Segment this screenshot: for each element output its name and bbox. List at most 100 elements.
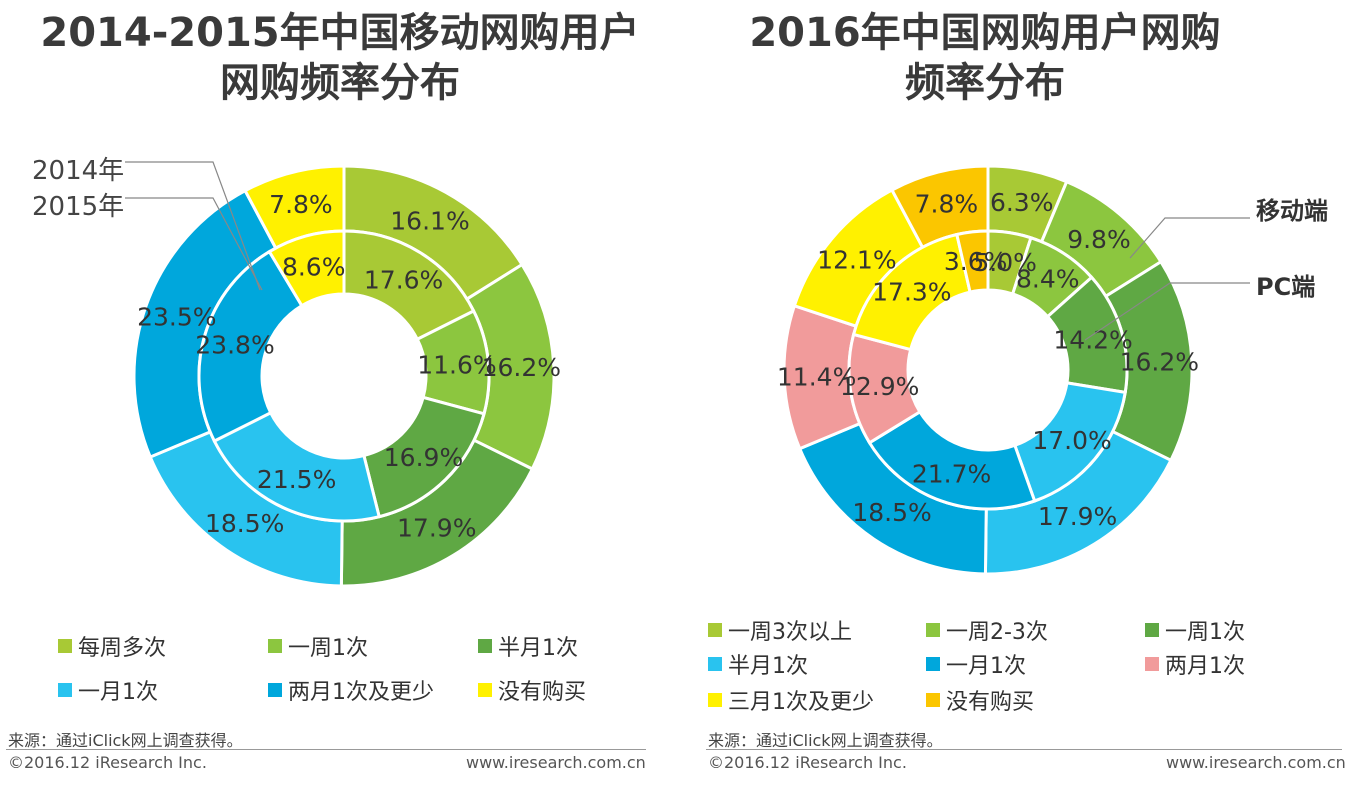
legend-label: 一周2-3次 bbox=[946, 620, 1048, 645]
legend-label: 三月1次及更少 bbox=[728, 690, 874, 715]
legend-swatch bbox=[268, 683, 282, 697]
legend-item: 半月1次 bbox=[478, 630, 578, 662]
left-inner-slice bbox=[267, 229, 346, 308]
left-outer-data-label: 23.5% bbox=[137, 302, 216, 331]
legend-swatch bbox=[926, 623, 940, 637]
label-mobile: 移动端 bbox=[1256, 197, 1328, 225]
right-outer-data-label: 12.1% bbox=[817, 245, 896, 274]
left-inner-data-label: 8.6% bbox=[282, 253, 346, 282]
right-outer-data-label: 6.3% bbox=[990, 188, 1054, 217]
legend-label: 一周1次 bbox=[1165, 620, 1245, 645]
right-outer-data-label: 17.9% bbox=[1038, 502, 1117, 531]
legend-item: 一周1次 bbox=[268, 630, 368, 662]
legend-item: 一周2-3次 bbox=[926, 614, 1048, 646]
legend-label: 一周3次以上 bbox=[728, 620, 852, 645]
legend-item: 每周多次 bbox=[58, 630, 166, 662]
legend-swatch bbox=[478, 639, 492, 653]
right-inner-data-label: 14.2% bbox=[1053, 325, 1132, 354]
leader-line-2014 bbox=[125, 161, 261, 291]
label-2015: 2015年 bbox=[32, 192, 125, 222]
legend-label: 没有购买 bbox=[946, 690, 1035, 715]
legend-item: 一月1次 bbox=[58, 674, 158, 706]
legend-swatch bbox=[708, 623, 722, 637]
left-source: 来源：通过iClick网上调查获得。 bbox=[8, 731, 243, 750]
legend-swatch bbox=[708, 693, 722, 707]
legend-item: 两月1次 bbox=[1145, 648, 1245, 680]
legend-item: 一周3次以上 bbox=[708, 614, 852, 646]
legend-label: 半月1次 bbox=[728, 654, 808, 679]
legend-swatch bbox=[268, 639, 282, 653]
right-inner-data-label: 21.7% bbox=[912, 459, 991, 488]
legend-item: 两月1次及更少 bbox=[268, 674, 434, 706]
right-donut-chart: 6.3% 9.8% 16.2% 17.9% 18.5% 11.4% 12.1% 7.8% 5.0… bbox=[777, 164, 1199, 576]
left-inner-data-label: 17.6% bbox=[364, 265, 443, 294]
right-outer-data-label: 7.8% bbox=[915, 190, 979, 219]
left-title-line2: 网购频率分布 bbox=[220, 60, 460, 106]
legend-item: 一月1次 bbox=[926, 648, 1026, 680]
legend-label: 一周1次 bbox=[288, 636, 368, 661]
legend-label: 没有购买 bbox=[498, 680, 587, 705]
legend-label: 每周多次 bbox=[78, 636, 167, 661]
left-outer-data-label: 18.5% bbox=[205, 509, 284, 538]
left-site: www.iresearch.com.cn bbox=[466, 753, 646, 772]
right-inner-data-label: 17.0% bbox=[1032, 426, 1111, 455]
right-divider bbox=[706, 749, 1342, 750]
legend-item: 一周1次 bbox=[1145, 614, 1245, 646]
left-title-line1: 2014-2015年中国移动网购用户 bbox=[40, 10, 640, 56]
left-inner-slice bbox=[212, 410, 381, 523]
right-source: 来源：通过iClick网上调查获得。 bbox=[708, 731, 943, 750]
legend-label: 半月1次 bbox=[498, 636, 578, 661]
label-2014: 2014年 bbox=[32, 156, 125, 186]
legend-swatch bbox=[1145, 623, 1159, 637]
right-outer-data-label: 11.4% bbox=[777, 362, 856, 391]
left-inner-data-label: 21.5% bbox=[257, 465, 336, 494]
legend-swatch bbox=[926, 657, 940, 671]
right-outer-data-label: 18.5% bbox=[852, 498, 931, 527]
legend-item: 没有购买 bbox=[926, 684, 1034, 716]
right-outer-data-label: 16.2% bbox=[1120, 347, 1199, 376]
left-outer-data-label: 16.1% bbox=[390, 207, 469, 236]
left-inner-data-label: 11.6% bbox=[417, 351, 496, 380]
legend-swatch bbox=[1145, 657, 1159, 671]
leader-line-pc bbox=[1084, 282, 1250, 341]
left-inner-data-label: 16.9% bbox=[384, 443, 463, 472]
right-inner-data-label: 17.3% bbox=[872, 277, 951, 306]
legend-swatch bbox=[478, 683, 492, 697]
left-outer-data-label: 7.8% bbox=[269, 190, 333, 219]
legend-label: 两月1次 bbox=[1165, 654, 1245, 679]
right-title-line1: 2016年中国网购用户网购 bbox=[749, 10, 1221, 56]
left-copyright: ©2016.12 iResearch Inc. bbox=[8, 753, 207, 772]
left-inner-data-label: 23.8% bbox=[195, 330, 274, 359]
legend-swatch bbox=[58, 683, 72, 697]
left-outer-data-label: 16.2% bbox=[482, 353, 561, 382]
leader-line-mobile bbox=[1129, 217, 1250, 259]
legend-label: 一月1次 bbox=[946, 654, 1026, 679]
legend-swatch bbox=[58, 639, 72, 653]
left-divider bbox=[6, 749, 646, 750]
right-title-line2: 频率分布 bbox=[905, 60, 1065, 106]
legend-item: 三月1次及更少 bbox=[708, 684, 874, 716]
legend-swatch bbox=[708, 657, 722, 671]
legend-item: 半月1次 bbox=[708, 648, 808, 680]
left-inner-slice bbox=[197, 249, 304, 444]
right-copyright: ©2016.12 iResearch Inc. bbox=[708, 753, 907, 772]
left-outer-data-label: 17.9% bbox=[397, 513, 476, 542]
left-donut-chart: 16.1% 16.2% 17.9% 18.5% 23.5% 7.8% 17.6% 11.6% 1… bbox=[132, 164, 561, 588]
right-site: www.iresearch.com.cn bbox=[1166, 753, 1346, 772]
right-inner-data-label: 5.0% bbox=[973, 248, 1037, 277]
right-chart-title: 2016年中国网购用户网购 频率分布 bbox=[700, 8, 1270, 108]
right-inner-data-label: 12.9% bbox=[840, 372, 919, 401]
right-inner-slice bbox=[867, 409, 1037, 511]
leader-line-2015 bbox=[125, 197, 263, 291]
right-inner-data-label: 8.4% bbox=[1016, 264, 1080, 293]
left-chart-title: 2014-2015年中国移动网购用户 网购频率分布 bbox=[20, 8, 660, 108]
right-inner-data-label: 3.6% bbox=[944, 247, 1008, 276]
right-inner-slice bbox=[955, 229, 990, 294]
right-outer-data-label: 9.8% bbox=[1067, 225, 1131, 254]
legend-swatch bbox=[926, 693, 940, 707]
label-pc: PC端 bbox=[1256, 273, 1316, 301]
legend-label: 两月1次及更少 bbox=[288, 680, 434, 705]
legend-label: 一月1次 bbox=[78, 680, 158, 705]
legend-item: 没有购买 bbox=[478, 674, 586, 706]
